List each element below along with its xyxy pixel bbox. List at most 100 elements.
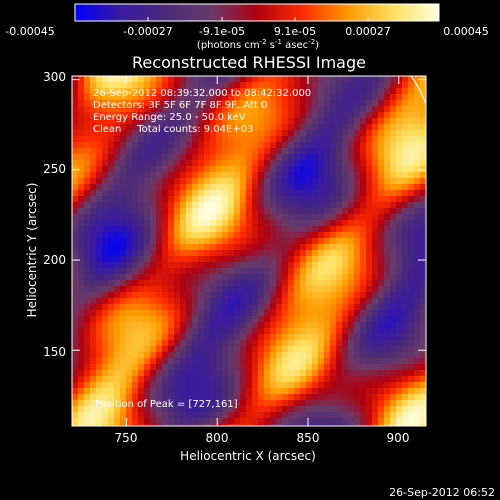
heatmap-cell bbox=[216, 100, 223, 107]
heatmap-cell bbox=[360, 322, 367, 329]
heatmap-cell bbox=[198, 262, 205, 269]
heatmap-cell bbox=[342, 388, 349, 395]
heatmap-cell bbox=[150, 136, 157, 143]
heatmap-cell bbox=[228, 220, 235, 227]
heatmap-cell bbox=[150, 154, 157, 161]
heatmap-cell bbox=[366, 82, 373, 89]
heatmap-cell bbox=[396, 172, 403, 179]
heatmap-cell bbox=[210, 232, 217, 239]
heatmap-cell bbox=[414, 172, 421, 179]
heatmap-cell bbox=[144, 376, 151, 383]
heatmap-cell bbox=[348, 100, 355, 107]
heatmap-cell bbox=[336, 148, 343, 155]
heatmap-cell bbox=[246, 340, 253, 347]
heatmap-cell bbox=[252, 406, 259, 413]
heatmap-cell bbox=[264, 88, 271, 95]
heatmap-cell bbox=[78, 400, 85, 407]
heatmap-cell bbox=[372, 220, 379, 227]
heatmap-cell bbox=[330, 106, 337, 113]
heatmap-cell bbox=[342, 130, 349, 137]
heatmap-cell bbox=[396, 358, 403, 365]
heatmap-cell bbox=[150, 196, 157, 203]
heatmap-cell bbox=[318, 388, 325, 395]
heatmap-cell bbox=[174, 94, 181, 101]
heatmap-cell bbox=[324, 166, 331, 173]
heatmap-cell bbox=[282, 184, 289, 191]
heatmap-cell bbox=[300, 160, 307, 167]
y-tick-label: 250 bbox=[43, 162, 66, 176]
heatmap-cell bbox=[120, 298, 127, 305]
heatmap-cell bbox=[270, 340, 277, 347]
heatmap-cell bbox=[138, 424, 145, 426]
heatmap-cell bbox=[114, 418, 121, 425]
heatmap-cell bbox=[390, 340, 397, 347]
heatmap-cell bbox=[120, 418, 127, 425]
heatmap-cell bbox=[348, 76, 355, 83]
heatmap-cell bbox=[402, 142, 409, 149]
heatmap-cell bbox=[96, 274, 103, 281]
heatmap-cell bbox=[228, 154, 235, 161]
heatmap-cell bbox=[126, 172, 133, 179]
heatmap-cell bbox=[252, 346, 259, 353]
heatmap-cell bbox=[210, 160, 217, 167]
heatmap-cell bbox=[312, 340, 319, 347]
heatmap-cell bbox=[138, 268, 145, 275]
heatmap-cell bbox=[162, 400, 169, 407]
heatmap-cell bbox=[126, 412, 133, 419]
heatmap-cell bbox=[120, 256, 127, 263]
heatmap-cell bbox=[204, 256, 211, 263]
heatmap-cell bbox=[156, 220, 163, 227]
heatmap-cell bbox=[396, 412, 403, 419]
heatmap-cell bbox=[390, 148, 397, 155]
heatmap-cell bbox=[354, 124, 361, 131]
heatmap-cell bbox=[252, 394, 259, 401]
heatmap-cell bbox=[108, 424, 115, 426]
heatmap-cell bbox=[108, 280, 115, 287]
heatmap-cell bbox=[246, 208, 253, 215]
heatmap-cell bbox=[102, 226, 109, 233]
heatmap-cell bbox=[390, 214, 397, 221]
heatmap-cell bbox=[228, 256, 235, 263]
heatmap-cell bbox=[312, 136, 319, 143]
heatmap-cell bbox=[120, 202, 127, 209]
x-tick-label: 750 bbox=[115, 431, 138, 445]
heatmap-cell bbox=[330, 376, 337, 383]
heatmap-cell bbox=[96, 76, 103, 83]
heatmap-cell bbox=[408, 136, 415, 143]
heatmap-cell bbox=[264, 244, 271, 251]
heatmap-cell bbox=[192, 328, 199, 335]
heatmap-cell bbox=[312, 370, 319, 377]
heatmap-cell bbox=[390, 334, 397, 341]
heatmap-cell bbox=[96, 352, 103, 359]
heatmap-cell bbox=[120, 154, 127, 161]
heatmap-cell bbox=[318, 364, 325, 371]
heatmap-cell bbox=[186, 256, 193, 263]
heatmap-cell bbox=[294, 424, 301, 426]
heatmap-cell bbox=[204, 412, 211, 419]
heatmap-cell bbox=[378, 76, 385, 83]
heatmap-cell bbox=[102, 88, 109, 95]
heatmap-cell bbox=[234, 304, 241, 311]
heatmap-cell bbox=[168, 136, 175, 143]
heatmap-cell bbox=[366, 424, 373, 426]
heatmap-cell bbox=[156, 280, 163, 287]
heatmap-cell bbox=[252, 94, 259, 101]
heatmap-cell bbox=[354, 376, 361, 383]
heatmap-cell bbox=[246, 112, 253, 119]
heatmap-cell bbox=[216, 238, 223, 245]
heatmap-cell bbox=[144, 400, 151, 407]
heatmap-cell bbox=[360, 346, 367, 353]
heatmap-cell bbox=[324, 250, 331, 257]
heatmap-cell bbox=[156, 184, 163, 191]
heatmap-cell bbox=[354, 352, 361, 359]
heatmap-cell bbox=[312, 364, 319, 371]
heatmap-cell bbox=[276, 76, 283, 83]
heatmap-cell bbox=[84, 118, 91, 125]
heatmap-cell bbox=[282, 406, 289, 413]
heatmap-cell bbox=[144, 196, 151, 203]
heatmap-cell bbox=[132, 106, 139, 113]
heatmap-cell bbox=[342, 370, 349, 377]
heatmap-cell bbox=[330, 94, 337, 101]
heatmap-cell bbox=[156, 412, 163, 419]
heatmap-cell bbox=[84, 166, 91, 173]
